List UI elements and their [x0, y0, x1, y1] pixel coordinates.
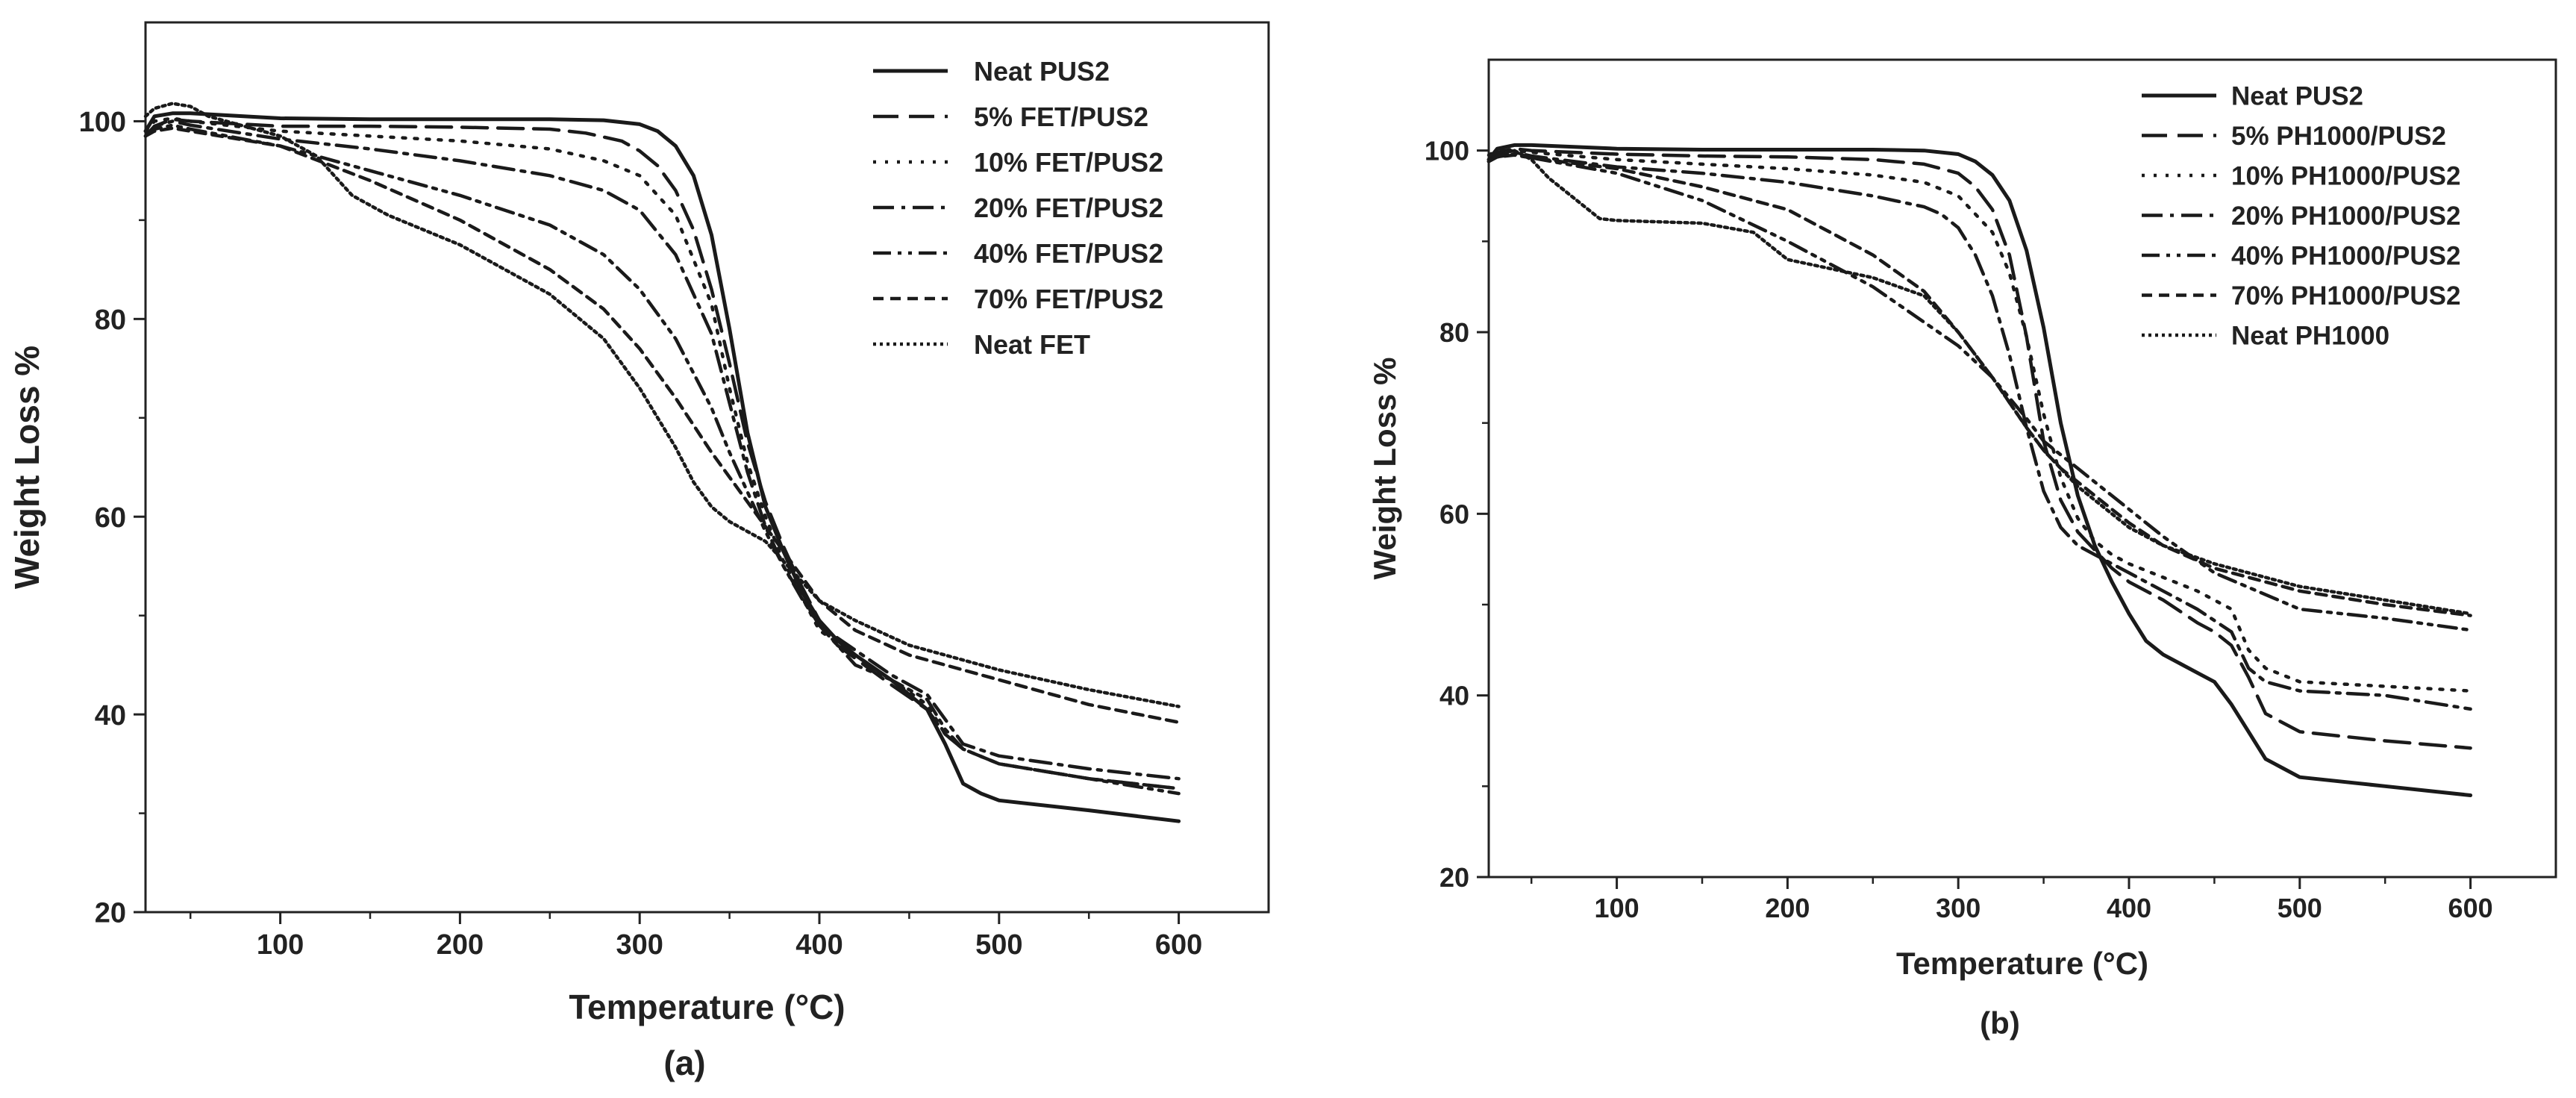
- legend-label: 5% PH1000/PUS2: [2231, 122, 2446, 151]
- legend-label: 40% PH1000/PUS2: [2231, 242, 2460, 271]
- series-line-2: [1486, 146, 2472, 750]
- x-tick-label: 400: [2107, 893, 2151, 923]
- series-line-1: [143, 111, 1181, 823]
- y-axis-title: Weight Loss %: [7, 346, 46, 589]
- x-tick-label: 100: [1595, 893, 1639, 923]
- x-tick-label: 300: [616, 929, 663, 961]
- series-line-5: [143, 123, 1181, 796]
- series-line-4: [1486, 150, 2472, 711]
- plot-frame: [144, 21, 1270, 914]
- series-line-2: [143, 117, 1181, 790]
- y-tick-label: 40: [1439, 681, 1469, 711]
- x-tick-label: 600: [1155, 929, 1202, 961]
- series-line-4: [143, 119, 1181, 781]
- series-line-7: [1486, 149, 2472, 616]
- x-tick-label: 100: [257, 929, 304, 961]
- y-tick-label: 60: [95, 502, 126, 534]
- x-axis-title: Temperature (°C): [1896, 946, 2148, 981]
- plot-frame: [1487, 58, 2557, 879]
- legend-label: 10% PH1000/PUS2: [2231, 162, 2460, 191]
- x-tick-label: 300: [1936, 893, 1981, 923]
- legend-label: Neat PH1000: [2231, 322, 2389, 351]
- y-tick-label: 100: [79, 107, 126, 138]
- legend-label: 20% FET/PUS2: [974, 193, 1163, 223]
- y-tick-label: 60: [1439, 499, 1469, 529]
- y-tick-label: 20: [95, 898, 126, 929]
- series-line-3: [143, 116, 1181, 790]
- legend-label: 70% PH1000/PUS2: [2231, 281, 2460, 311]
- legend-label: 20% PH1000/PUS2: [2231, 202, 2460, 231]
- legend-label: 70% FET/PUS2: [974, 284, 1163, 314]
- panel-label: (a): [663, 1044, 705, 1082]
- y-tick-label: 80: [1439, 317, 1469, 348]
- series-line-7: [143, 102, 1181, 708]
- x-tick-label: 500: [2278, 893, 2322, 923]
- legend-label: Neat PUS2: [974, 56, 1110, 87]
- x-tick-label: 400: [795, 929, 842, 961]
- y-tick-label: 100: [1425, 136, 1469, 166]
- legend-label: Neat PUS2: [2231, 82, 2363, 111]
- x-tick-label: 600: [2448, 893, 2493, 923]
- y-tick-label: 20: [1439, 862, 1469, 893]
- series-line-6: [143, 126, 1181, 724]
- panel-label: (b): [1980, 1005, 2020, 1041]
- chart-panel-b: 100 200 300 400 500 600 20 40 60 80 100 Temperature…: [1367, 58, 2557, 1041]
- legend-label: 10% FET/PUS2: [974, 147, 1163, 178]
- legend-label: 5% FET/PUS2: [974, 102, 1148, 132]
- x-tick-label: 200: [437, 929, 484, 961]
- y-tick-label: 80: [95, 305, 126, 336]
- x-tick-label: 500: [975, 929, 1022, 961]
- chart-panel-a: 100 200 300 400 500 600 20 40 60 80 100 Temperature…: [7, 21, 1270, 1082]
- y-tick-label: 40: [95, 700, 126, 732]
- legend-label: 40% FET/PUS2: [974, 238, 1163, 269]
- series-line-3: [1486, 149, 2472, 693]
- legend-label: Neat FET: [974, 329, 1090, 360]
- x-tick-label: 200: [1765, 893, 1810, 923]
- y-axis-title: Weight Loss %: [1367, 358, 1402, 580]
- series-line-1: [1486, 143, 2473, 797]
- x-axis-title: Temperature (°C): [569, 988, 845, 1026]
